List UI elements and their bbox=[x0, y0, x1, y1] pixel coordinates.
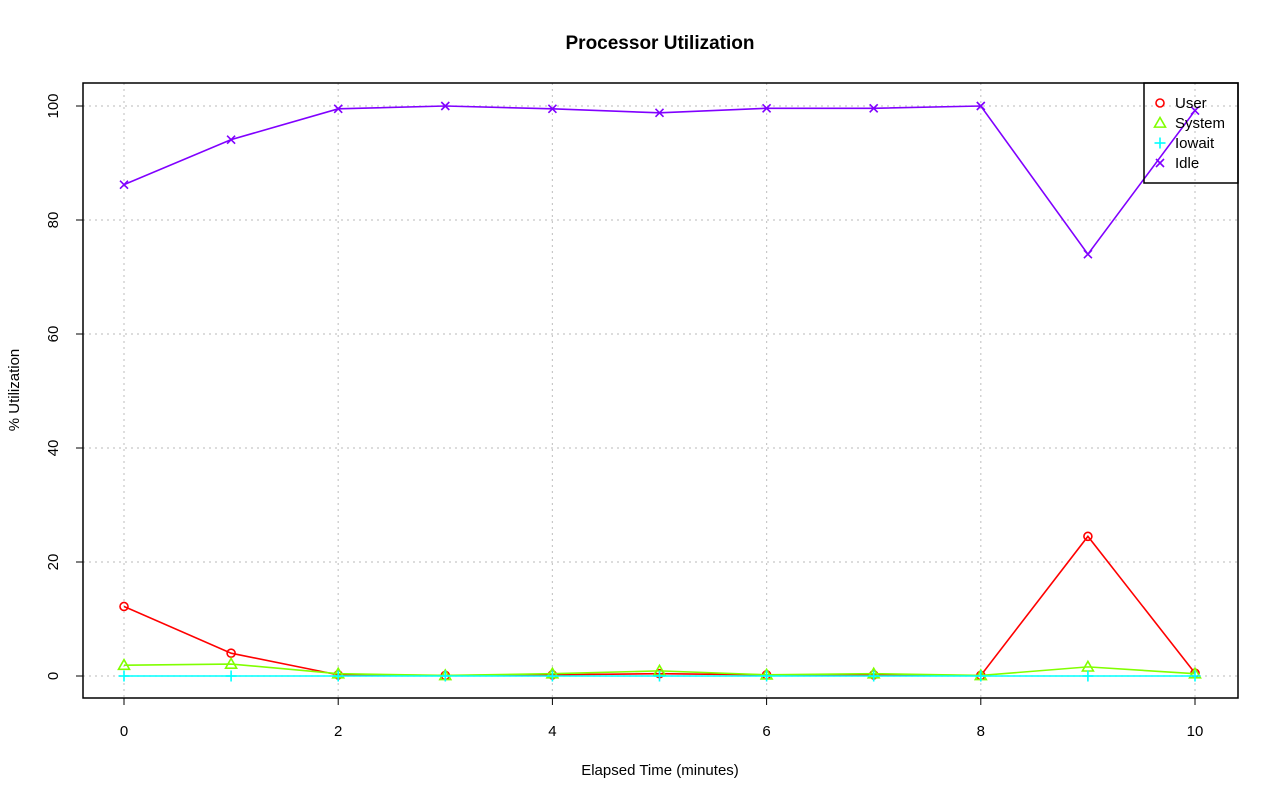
legend-marker-user bbox=[1155, 98, 1165, 108]
data-point-iowait bbox=[118, 670, 130, 682]
legend-label: Iowait bbox=[1175, 135, 1215, 152]
y-tick-label: 80 bbox=[45, 212, 62, 229]
data-point-iowait bbox=[975, 670, 987, 682]
data-point-idle bbox=[869, 103, 879, 113]
legend-label: Idle bbox=[1175, 155, 1199, 172]
data-point-iowait bbox=[654, 670, 665, 682]
y-tick-label: 20 bbox=[45, 554, 62, 571]
y-tick-label: 40 bbox=[45, 440, 62, 457]
data-point-iowait bbox=[1082, 670, 1094, 682]
data-point-system bbox=[224, 656, 238, 669]
x-tick-label: 2 bbox=[334, 723, 342, 740]
data-point-idle bbox=[226, 135, 236, 145]
x-tick-label: 4 bbox=[548, 723, 556, 740]
data-point-idle bbox=[547, 104, 557, 114]
legend-label: User bbox=[1175, 95, 1207, 112]
x-axis: 0 2 4 6 8 10 bbox=[120, 697, 1204, 740]
data-point-idle bbox=[1190, 105, 1200, 116]
legend-marker-idle bbox=[1155, 158, 1165, 168]
data-point-idle bbox=[333, 104, 343, 114]
x-axis-label: Elapsed Time (minutes) bbox=[581, 762, 739, 779]
data-point-user bbox=[1083, 531, 1093, 542]
y-axis-label: % Utilization bbox=[6, 349, 23, 432]
series-line-user bbox=[123, 535, 1196, 677]
chart-title: Processor Utilization bbox=[566, 33, 755, 54]
data-point-iowait bbox=[546, 670, 558, 682]
y-axis: 0 20 40 60 80 100 bbox=[45, 93, 84, 680]
data-point-iowait bbox=[439, 670, 451, 682]
x-tick-label: 10 bbox=[1187, 723, 1204, 740]
legend-item-system: System bbox=[1153, 115, 1225, 132]
data-point-iowait bbox=[225, 670, 237, 682]
legend: User System Iowait Idle bbox=[1143, 82, 1239, 184]
legend-box bbox=[1143, 82, 1239, 184]
data-point-iowait bbox=[761, 670, 773, 682]
plot-frame bbox=[82, 82, 1239, 699]
data-point-idle bbox=[119, 180, 129, 190]
data-point-system bbox=[117, 658, 131, 671]
series-layer bbox=[117, 101, 1202, 682]
x-tick-label: 6 bbox=[762, 723, 770, 740]
legend-item-user: User bbox=[1155, 95, 1207, 112]
grid bbox=[83, 83, 1238, 698]
y-tick-label: 100 bbox=[45, 93, 62, 118]
data-point-iowait bbox=[1189, 670, 1201, 682]
x-tick-label: 8 bbox=[977, 723, 985, 740]
series-iowait bbox=[118, 670, 1201, 682]
data-point-iowait bbox=[868, 670, 880, 682]
legend-item-idle: Idle bbox=[1155, 155, 1199, 172]
legend-item-iowait: Iowait bbox=[1154, 135, 1215, 152]
data-point-idle bbox=[976, 101, 986, 111]
data-point-idle bbox=[440, 101, 450, 111]
legend-marker-iowait bbox=[1154, 137, 1166, 149]
data-point-idle bbox=[1083, 249, 1093, 259]
legend-label: System bbox=[1175, 115, 1225, 132]
data-point-iowait bbox=[332, 670, 344, 682]
data-point-idle bbox=[654, 108, 665, 118]
legend-marker-system bbox=[1153, 115, 1167, 128]
y-tick-label: 60 bbox=[45, 326, 62, 343]
data-point-user bbox=[119, 601, 129, 612]
x-tick-label: 0 bbox=[120, 723, 128, 740]
series-line-idle bbox=[123, 105, 1196, 256]
y-tick-label: 0 bbox=[45, 672, 62, 680]
data-point-idle bbox=[762, 103, 772, 113]
series-idle bbox=[119, 101, 1200, 259]
series-user bbox=[119, 531, 1200, 681]
